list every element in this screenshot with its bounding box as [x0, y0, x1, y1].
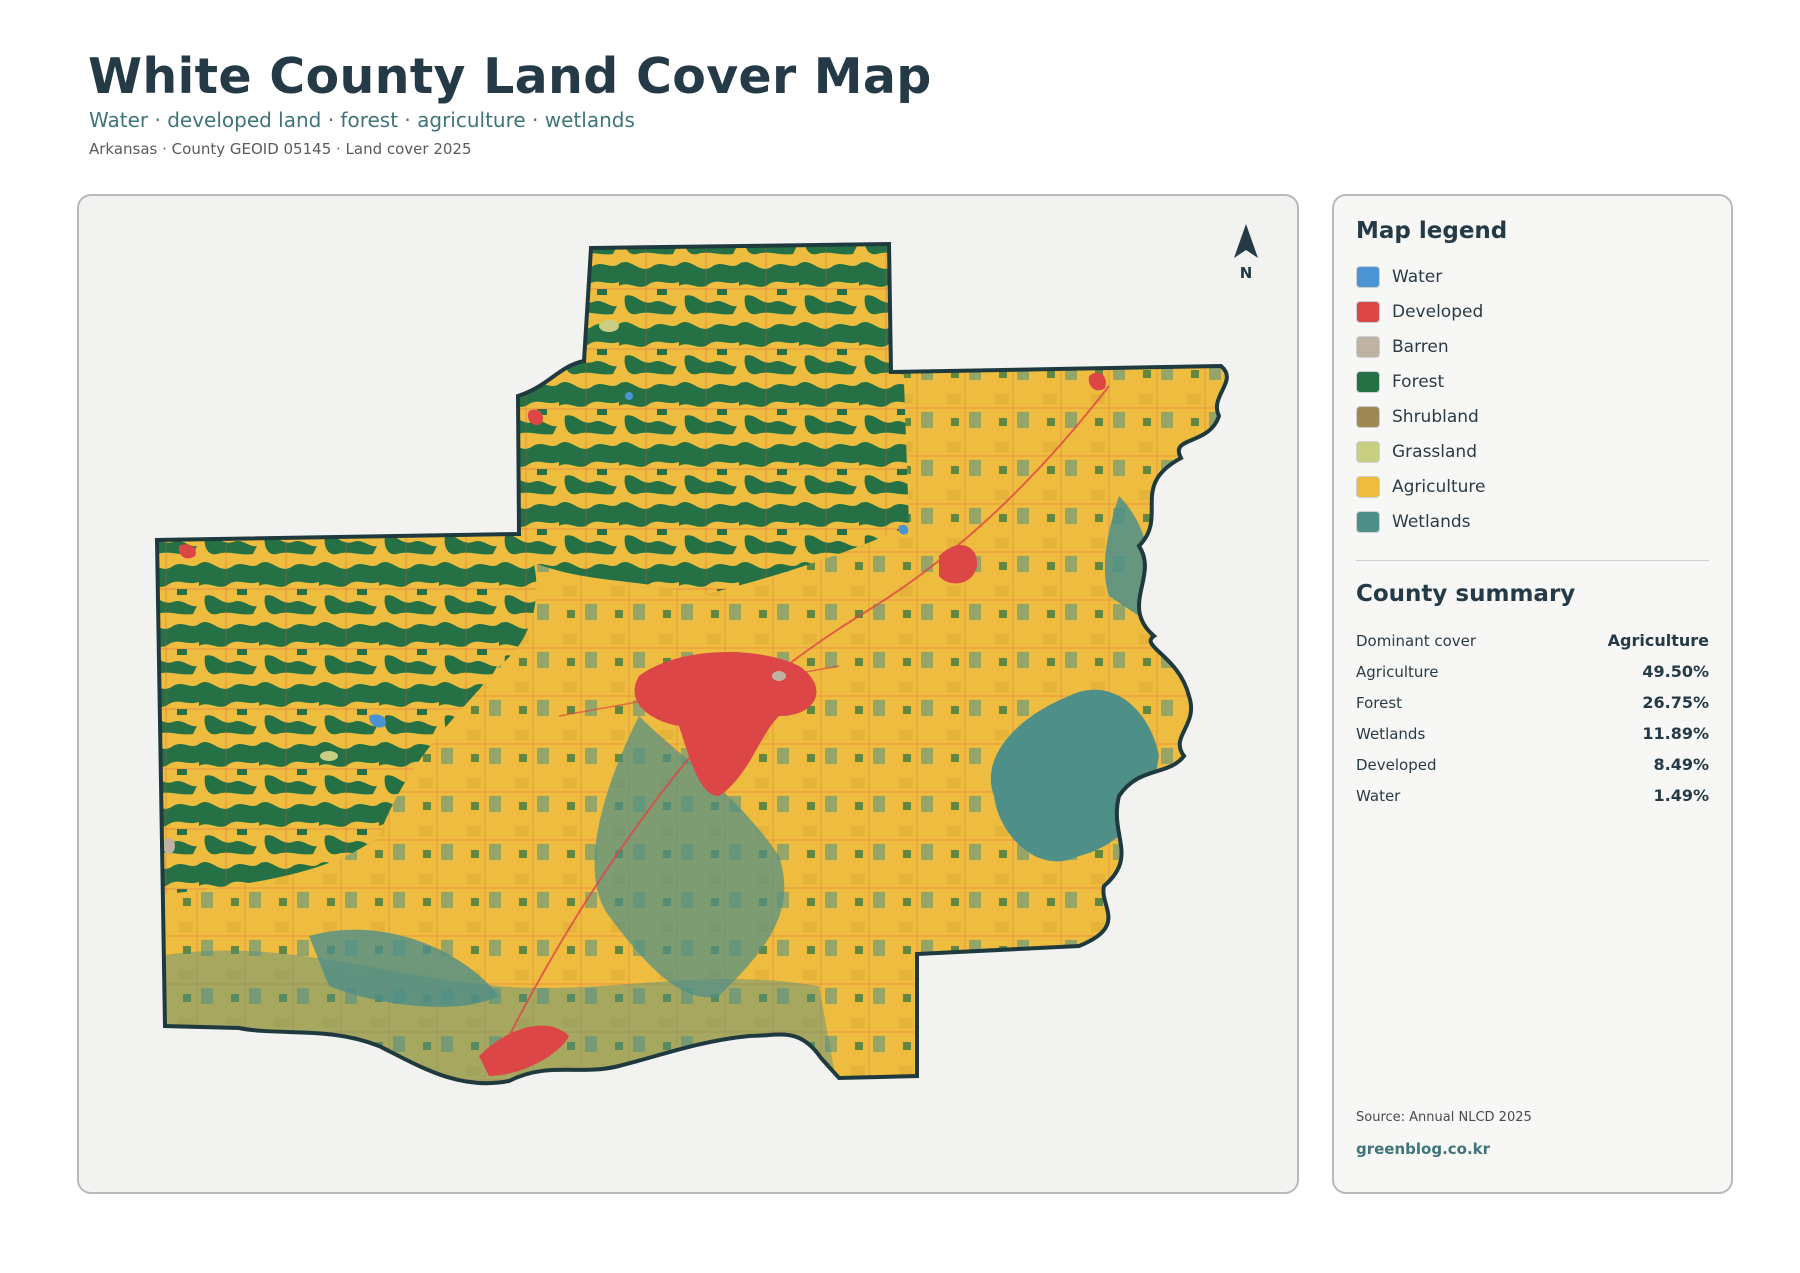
- legend-item-forest: Forest: [1356, 364, 1709, 399]
- summary-row-agriculture: Agriculture 49.50%: [1356, 656, 1709, 687]
- summary-key: Developed: [1356, 755, 1437, 774]
- summary-row-wetlands: Wetlands 11.89%: [1356, 718, 1709, 749]
- shrubland-swatch: [1356, 405, 1380, 428]
- water-swatch: [1356, 265, 1380, 288]
- legend-title: Map legend: [1356, 218, 1508, 244]
- legend-label: Wetlands: [1392, 511, 1471, 532]
- map-title: White County Land Cover Map: [88, 48, 932, 105]
- summary-row-developed: Developed 8.49%: [1356, 749, 1709, 780]
- legend-label: Developed: [1392, 301, 1484, 322]
- legend-label: Forest: [1392, 371, 1445, 392]
- grassland-swatch: [1356, 440, 1380, 463]
- legend-label: Agriculture: [1392, 476, 1486, 497]
- legend-item-grassland: Grassland: [1356, 434, 1709, 469]
- legend-label: Barren: [1392, 336, 1449, 357]
- legend-item-shrubland: Shrubland: [1356, 399, 1709, 434]
- summary-title: County summary: [1356, 581, 1576, 607]
- developed-swatch: [1356, 300, 1380, 323]
- land-cover-map[interactable]: [79, 196, 1299, 1194]
- summary-key: Water: [1356, 786, 1401, 805]
- north-label: N: [1239, 264, 1253, 282]
- summary-value: Agriculture: [1607, 631, 1709, 650]
- summary-value: 8.49%: [1653, 755, 1709, 774]
- legend-list: Water Developed Barren Forest Shrubland …: [1356, 259, 1709, 539]
- summary-key: Wetlands: [1356, 724, 1426, 743]
- legend-panel: Map legend Water Developed Barren Forest…: [1332, 194, 1733, 1194]
- summary-value: 11.89%: [1642, 724, 1709, 743]
- data-source: Source: Annual NLCD 2025: [1356, 1110, 1532, 1125]
- summary-row-water: Water 1.49%: [1356, 780, 1709, 811]
- legend-label: Grassland: [1392, 441, 1477, 462]
- brand-link[interactable]: greenblog.co.kr: [1356, 1140, 1491, 1158]
- north-arrow-icon: [1234, 224, 1258, 258]
- legend-item-agriculture: Agriculture: [1356, 469, 1709, 504]
- north-arrow: N: [1221, 224, 1271, 282]
- forest-swatch: [1356, 370, 1380, 393]
- barren-swatch: [1356, 335, 1380, 358]
- summary-table: Dominant cover Agriculture Agriculture 4…: [1356, 625, 1709, 811]
- summary-key: Dominant cover: [1356, 631, 1477, 650]
- summary-key: Forest: [1356, 693, 1403, 712]
- land-cover-fill: [157, 244, 1227, 1084]
- legend-item-water: Water: [1356, 259, 1709, 294]
- legend-item-barren: Barren: [1356, 329, 1709, 364]
- legend-label: Water: [1392, 266, 1443, 287]
- map-meta: Arkansas · County GEOID 05145 · Land cov…: [89, 140, 472, 158]
- legend-item-wetlands: Wetlands: [1356, 504, 1709, 539]
- summary-value: 1.49%: [1653, 786, 1709, 805]
- summary-value: 26.75%: [1642, 693, 1709, 712]
- summary-value: 49.50%: [1642, 662, 1709, 681]
- legend-label: Shrubland: [1392, 406, 1479, 427]
- legend-divider: [1356, 560, 1709, 561]
- legend-item-developed: Developed: [1356, 294, 1709, 329]
- summary-row-dominant: Dominant cover Agriculture: [1356, 625, 1709, 656]
- summary-key: Agriculture: [1356, 662, 1439, 681]
- wetlands-swatch: [1356, 510, 1380, 533]
- agriculture-swatch: [1356, 475, 1380, 498]
- map-panel[interactable]: [77, 194, 1299, 1194]
- map-subtitle: Water · developed land · forest · agricu…: [89, 108, 635, 132]
- summary-row-forest: Forest 26.75%: [1356, 687, 1709, 718]
